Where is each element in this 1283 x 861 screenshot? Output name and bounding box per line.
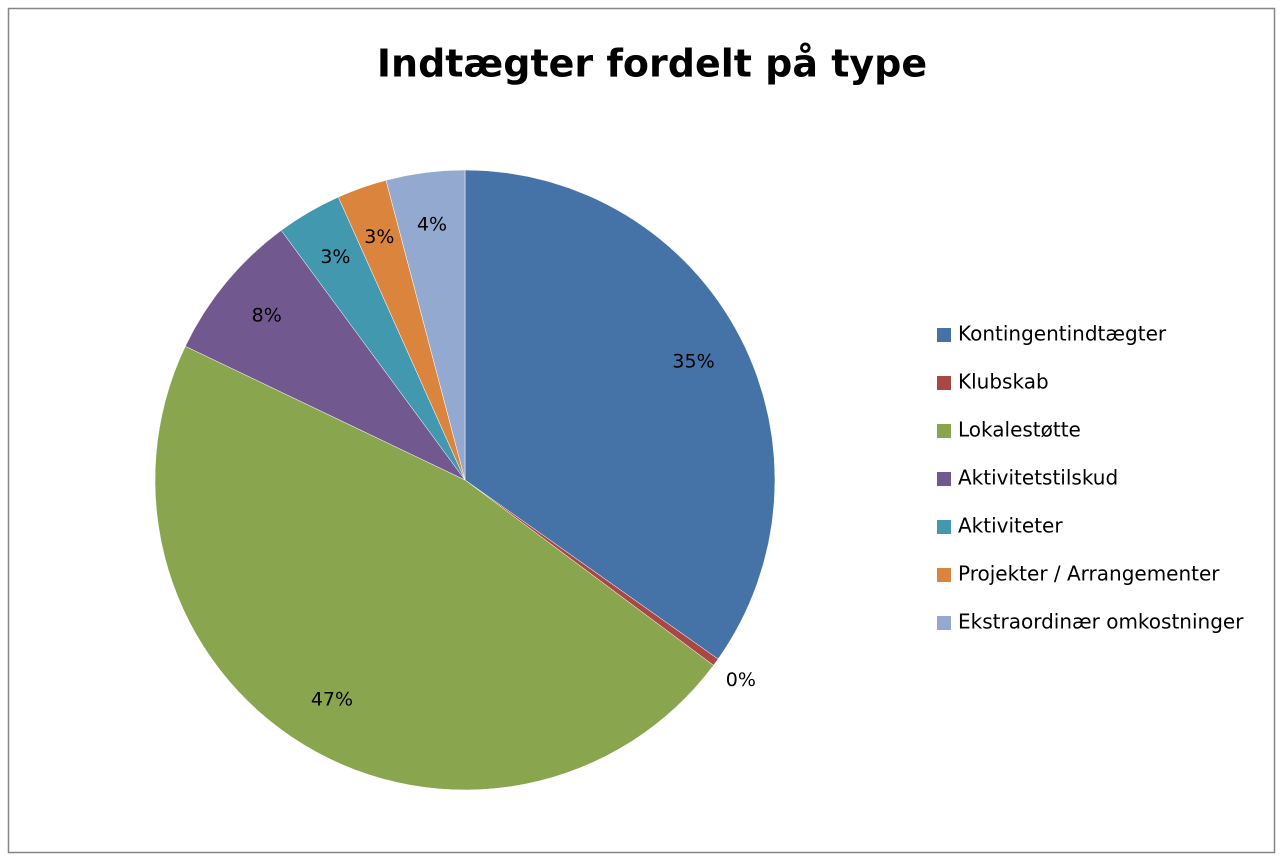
- legend-label: Aktiviteter: [958, 514, 1063, 538]
- data-label: 47%: [311, 689, 353, 711]
- legend-label: Kontingentindtægter: [958, 322, 1167, 346]
- legend-label: Projekter / Arrangementer: [958, 562, 1220, 586]
- data-label: 3%: [320, 246, 350, 268]
- legend-label: Lokalestøtte: [958, 418, 1081, 442]
- legend-swatch: [937, 616, 951, 630]
- legend-swatch: [937, 520, 951, 534]
- pie-slice: [385, 169, 466, 481]
- legend-swatch: [937, 472, 951, 486]
- data-label: 3%: [364, 226, 394, 248]
- legend-swatch: [937, 568, 951, 582]
- data-label: 35%: [672, 350, 714, 372]
- legend-label: Aktivitetstilskud: [958, 466, 1118, 490]
- legend-swatch: [937, 328, 951, 342]
- data-label: 0%: [726, 669, 756, 691]
- legend-swatch: [937, 376, 951, 390]
- chart-title: Indtægter fordelt på type: [377, 42, 927, 86]
- data-label: 4%: [417, 213, 447, 235]
- legend-label: Ekstraordinær omkostninger: [958, 610, 1244, 634]
- pie-slice: [154, 345, 714, 791]
- pie-slice: [464, 169, 776, 660]
- legend-swatch: [937, 424, 951, 438]
- pie-slice: [185, 230, 466, 481]
- legend-label: Klubskab: [958, 370, 1049, 394]
- data-label: 8%: [252, 304, 282, 326]
